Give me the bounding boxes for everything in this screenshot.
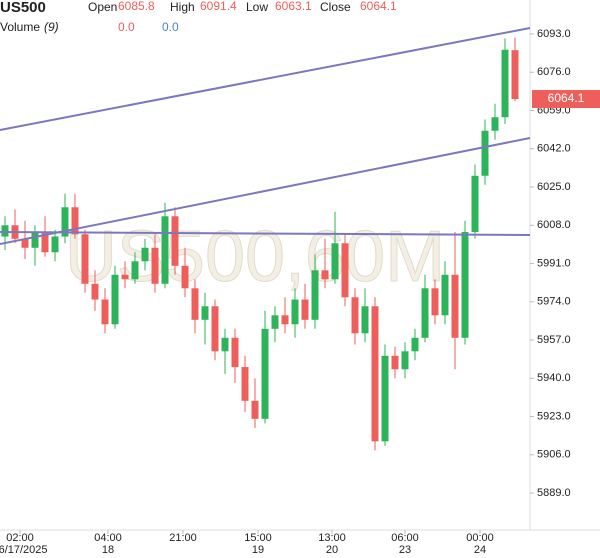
- x-tick-sublabel: 18: [102, 544, 114, 556]
- candle-body: [381, 355, 389, 442]
- candle-body: [21, 238, 29, 248]
- last-price-label: 6064.1: [548, 91, 585, 105]
- x-tick-label: 21:00: [169, 532, 197, 544]
- y-tick-label: 6042.0: [537, 143, 571, 155]
- x-tick-sublabel: 20: [326, 544, 338, 556]
- candle-body: [111, 274, 119, 325]
- y-tick-label: 5906.0: [537, 449, 571, 461]
- y-tick-label: 5957.0: [537, 334, 571, 346]
- candle-body: [271, 315, 279, 329]
- candle-body: [471, 175, 479, 233]
- high-value: 6091.4: [200, 0, 237, 13]
- candle-body: [151, 247, 159, 284]
- x-tick-sublabel: 24: [474, 544, 486, 556]
- y-tick-label: 5991.0: [537, 257, 571, 269]
- y-tick-label: 6076.0: [537, 66, 571, 78]
- candle-body: [31, 232, 39, 248]
- candle-body: [301, 299, 309, 320]
- x-tick-label: 00:00: [466, 532, 494, 544]
- candle-body: [201, 306, 209, 320]
- x-tick-label: 04:00: [94, 532, 122, 544]
- candle-body: [311, 270, 319, 320]
- x-tick-sublabel: 19: [252, 544, 264, 556]
- x-tick-sublabel: 23: [399, 544, 411, 556]
- candle-body: [341, 243, 349, 298]
- candle-body: [181, 265, 189, 289]
- close-value: 6064.1: [360, 0, 397, 13]
- candle-body: [1, 225, 9, 237]
- candle-body: [171, 216, 179, 266]
- x-tick-label: 02:00: [6, 532, 34, 544]
- open-label: Open: [88, 0, 117, 14]
- candle-body: [401, 351, 409, 370]
- candle-body: [51, 236, 59, 253]
- candle-body: [231, 337, 239, 368]
- x-tick-label: 15:00: [244, 532, 272, 544]
- y-tick-label: 6093.0: [537, 28, 571, 40]
- candle-body: [281, 315, 289, 325]
- y-tick-label: 5974.0: [537, 296, 571, 308]
- y-tick-label: 5923.0: [537, 410, 571, 422]
- candle-body: [461, 232, 469, 338]
- candle-body: [141, 247, 149, 262]
- candle-body: [411, 337, 419, 352]
- candle-body: [421, 288, 429, 338]
- volume-label: Volume: [0, 20, 40, 34]
- last-price-box: [532, 90, 600, 109]
- candle-body: [331, 243, 339, 280]
- candle-body: [441, 274, 449, 316]
- candle-body: [261, 328, 269, 419]
- candle-body: [91, 283, 99, 300]
- candle-body: [211, 306, 219, 352]
- x-tick-label: 13:00: [318, 532, 346, 544]
- candle-body: [321, 270, 329, 280]
- volume-value: 0.0: [118, 20, 135, 34]
- candle-body: [131, 261, 139, 280]
- candle-body: [101, 299, 109, 325]
- candle-body: [431, 288, 439, 316]
- volume-value: 0.0: [162, 20, 179, 34]
- candle-body: [81, 234, 89, 284]
- symbol: US500: [0, 0, 46, 16]
- candle-body: [161, 216, 169, 284]
- trend-line: [0, 231, 531, 236]
- candle-body: [371, 306, 379, 442]
- y-tick-label: 6008.0: [537, 219, 571, 231]
- y-tick-label: 5889.0: [537, 487, 571, 499]
- candle-body: [41, 232, 49, 253]
- watermark: US500,60M: [65, 217, 445, 297]
- trend-line: [0, 137, 531, 245]
- y-tick-label: 5940.0: [537, 372, 571, 384]
- x-tick-sublabel: 06/17/2025: [0, 544, 48, 556]
- candle-body: [361, 306, 369, 334]
- x-tick-label: 06:00: [391, 532, 419, 544]
- candle-body: [121, 274, 129, 280]
- candle-body: [351, 297, 359, 334]
- high-label: High: [170, 0, 195, 14]
- candle-body: [391, 355, 399, 370]
- candle-body: [451, 274, 459, 338]
- close-label: Close: [320, 0, 351, 14]
- open-value: 6085.8: [118, 0, 155, 13]
- candle-body: [511, 50, 519, 100]
- low-value: 6063.1: [275, 0, 312, 13]
- candle-body: [251, 400, 259, 419]
- trend-line: [0, 27, 531, 131]
- candle-body: [501, 49, 509, 118]
- candle-body: [191, 288, 199, 320]
- candle-body: [61, 207, 69, 237]
- volume-period: (9): [44, 20, 59, 34]
- y-tick-label: 6025.0: [537, 181, 571, 193]
- candle-body: [241, 367, 249, 401]
- low-label: Low: [246, 0, 268, 14]
- candle-body: [221, 337, 229, 352]
- candle-body: [291, 299, 299, 325]
- candle-body: [491, 117, 499, 131]
- candle-body: [71, 207, 79, 235]
- candle-body: [481, 130, 489, 176]
